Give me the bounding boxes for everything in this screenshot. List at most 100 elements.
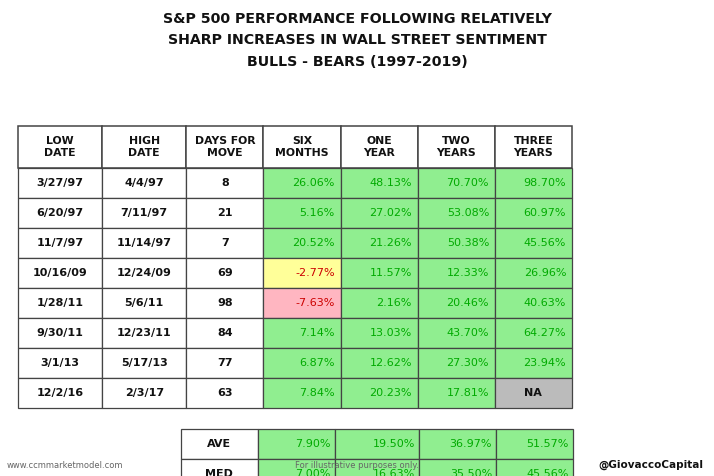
Text: 13.03%: 13.03%: [370, 328, 412, 338]
Bar: [335, 459, 419, 476]
Text: 11/14/97: 11/14/97: [116, 238, 172, 248]
Bar: [418, 258, 495, 288]
Bar: [496, 429, 573, 459]
Bar: [102, 318, 186, 348]
Text: 1/28/11: 1/28/11: [36, 298, 84, 308]
Text: 35.50%: 35.50%: [450, 469, 492, 476]
Bar: [181, 429, 258, 459]
Text: 5/17/13: 5/17/13: [121, 358, 168, 368]
Text: 20.46%: 20.46%: [446, 298, 489, 308]
Text: S&P 500 PERFORMANCE FOLLOWING RELATIVELY: S&P 500 PERFORMANCE FOLLOWING RELATIVELY: [163, 12, 551, 26]
Bar: [18, 288, 102, 318]
Bar: [341, 168, 418, 198]
Bar: [18, 168, 102, 198]
Bar: [341, 378, 418, 408]
Text: -2.77%: -2.77%: [296, 268, 335, 278]
Text: 5.16%: 5.16%: [300, 208, 335, 218]
Bar: [18, 378, 102, 408]
Text: ONE
YEAR: ONE YEAR: [363, 136, 395, 158]
Bar: [102, 348, 186, 378]
Bar: [495, 378, 572, 408]
Text: -7.63%: -7.63%: [296, 298, 335, 308]
Bar: [341, 348, 418, 378]
Bar: [263, 318, 341, 348]
Bar: [258, 429, 335, 459]
Bar: [263, 228, 341, 258]
Text: 12/24/09: 12/24/09: [117, 268, 171, 278]
Text: 5/6/11: 5/6/11: [125, 298, 164, 308]
Bar: [186, 258, 263, 288]
Text: 6.87%: 6.87%: [299, 358, 335, 368]
Text: @GiovaccoCapital: @GiovaccoCapital: [598, 460, 703, 470]
Bar: [263, 198, 341, 228]
Bar: [341, 288, 418, 318]
Text: 20.23%: 20.23%: [369, 388, 412, 398]
Text: 19.50%: 19.50%: [373, 439, 415, 449]
Bar: [418, 378, 495, 408]
Bar: [418, 348, 495, 378]
Bar: [18, 348, 102, 378]
Text: 23.94%: 23.94%: [523, 358, 566, 368]
Text: 77: 77: [217, 358, 233, 368]
Bar: [186, 126, 263, 168]
Text: 27.30%: 27.30%: [446, 358, 489, 368]
Bar: [419, 429, 496, 459]
Bar: [186, 348, 263, 378]
Bar: [186, 288, 263, 318]
Bar: [495, 198, 572, 228]
Text: 12/2/16: 12/2/16: [36, 388, 84, 398]
Bar: [186, 318, 263, 348]
Text: TWO
YEARS: TWO YEARS: [436, 136, 476, 158]
Text: 70.70%: 70.70%: [446, 178, 489, 188]
Text: HIGH
DATE: HIGH DATE: [129, 136, 160, 158]
Bar: [495, 126, 572, 168]
Bar: [341, 318, 418, 348]
Bar: [263, 288, 341, 318]
Text: 11.57%: 11.57%: [370, 268, 412, 278]
Text: 84: 84: [217, 328, 233, 338]
Bar: [18, 228, 102, 258]
Bar: [335, 429, 419, 459]
Text: AVE: AVE: [207, 439, 231, 449]
Text: 21: 21: [217, 208, 233, 218]
Bar: [418, 198, 495, 228]
Text: LOW
DATE: LOW DATE: [44, 136, 76, 158]
Text: 2/3/17: 2/3/17: [125, 388, 164, 398]
Text: 12.62%: 12.62%: [369, 358, 412, 368]
Text: 17.81%: 17.81%: [446, 388, 489, 398]
Bar: [418, 228, 495, 258]
Text: 12.33%: 12.33%: [447, 268, 489, 278]
Text: 27.02%: 27.02%: [369, 208, 412, 218]
Bar: [418, 168, 495, 198]
Bar: [263, 168, 341, 198]
Text: 9/30/11: 9/30/11: [36, 328, 84, 338]
Text: 21.26%: 21.26%: [369, 238, 412, 248]
Text: 7/11/97: 7/11/97: [121, 208, 168, 218]
Text: 50.38%: 50.38%: [447, 238, 489, 248]
Bar: [341, 126, 418, 168]
Bar: [418, 126, 495, 168]
Text: THREE
YEARS: THREE YEARS: [513, 136, 553, 158]
Text: 7.90%: 7.90%: [295, 439, 331, 449]
Bar: [102, 378, 186, 408]
Text: DAYS FOR
MOVE: DAYS FOR MOVE: [195, 136, 255, 158]
Text: www.ccmmarketmodel.com: www.ccmmarketmodel.com: [7, 461, 124, 470]
Bar: [418, 318, 495, 348]
Bar: [18, 258, 102, 288]
Text: 10/16/09: 10/16/09: [33, 268, 87, 278]
Text: 2.16%: 2.16%: [376, 298, 412, 308]
Text: 98.70%: 98.70%: [523, 178, 566, 188]
Text: 3/27/97: 3/27/97: [36, 178, 84, 188]
Bar: [418, 288, 495, 318]
Text: 26.96%: 26.96%: [523, 268, 566, 278]
Bar: [495, 348, 572, 378]
Bar: [496, 459, 573, 476]
Text: 7.84%: 7.84%: [299, 388, 335, 398]
Text: 3/1/13: 3/1/13: [41, 358, 79, 368]
Bar: [186, 168, 263, 198]
Bar: [18, 198, 102, 228]
Bar: [186, 378, 263, 408]
Bar: [102, 228, 186, 258]
Text: 98: 98: [217, 298, 233, 308]
Text: 63: 63: [217, 388, 233, 398]
